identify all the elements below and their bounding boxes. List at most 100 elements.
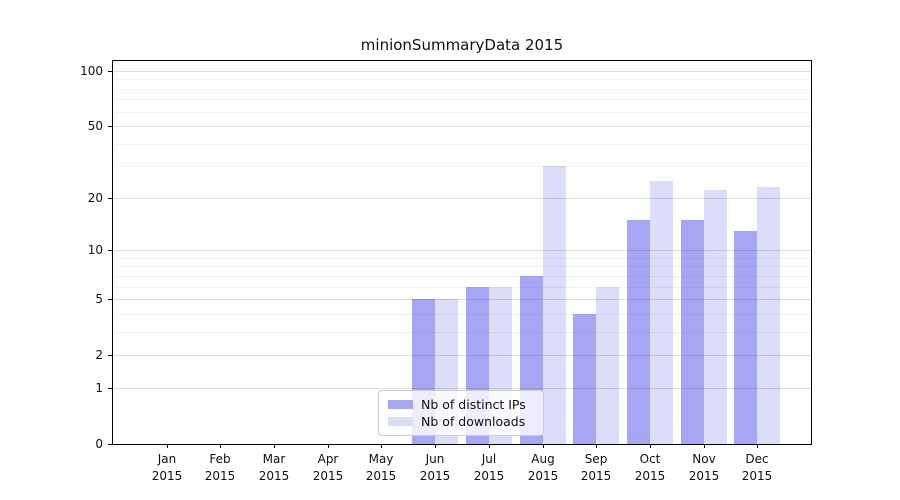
x-tick-year: 2015 xyxy=(580,469,612,483)
y-tick-label-1: 1 xyxy=(95,381,103,395)
chart-title: minionSummaryData 2015 xyxy=(360,36,564,54)
bar-aug-series1 xyxy=(542,166,566,444)
x-tick-year: 2015 xyxy=(151,469,183,483)
x-tick-label-mar: Mar 2015 xyxy=(242,451,306,485)
gridline-major-5 xyxy=(113,299,811,301)
x-tick-month: Nov xyxy=(692,452,716,466)
gridline-major-20 xyxy=(113,197,811,199)
gridline-minor-30 xyxy=(113,166,811,168)
gridline-major-50 xyxy=(113,126,811,127)
y-tick-label-5: 5 xyxy=(95,292,103,306)
gridline-minor-70 xyxy=(113,99,811,101)
bar-nov-series0 xyxy=(680,219,704,444)
x-tick-month: Jun xyxy=(425,452,445,466)
x-tick-label-sep: Sep 2015 xyxy=(564,451,628,485)
x-tick-year: 2015 xyxy=(527,469,559,483)
y-tick-label-50: 50 xyxy=(87,119,103,133)
gridlines-layer xyxy=(113,61,811,444)
x-tick-mark-nov xyxy=(704,444,705,448)
legend-label-series1: Nb of downloads xyxy=(421,414,526,430)
y-tick-mark-20 xyxy=(108,198,112,199)
x-tick-month: Apr xyxy=(317,452,339,466)
bar-sep-series1 xyxy=(596,286,620,444)
legend-item-series0: Nb of distinct IPs xyxy=(388,397,534,412)
x-tick-mark-oct xyxy=(650,444,651,448)
x-tick-label-dec: Dec 2015 xyxy=(725,451,789,485)
bar-oct-series1 xyxy=(649,180,673,444)
gridline-minor-4 xyxy=(113,313,811,315)
y-tick-mark-10 xyxy=(108,250,112,251)
bar-dec-series1 xyxy=(757,187,781,444)
y-tick-label-20: 20 xyxy=(87,191,103,205)
x-tick-mark-jun xyxy=(435,444,436,448)
y-tick-mark-5 xyxy=(108,299,112,300)
gridline-minor-9 xyxy=(113,257,811,259)
gridline-minor-3 xyxy=(113,331,811,333)
x-tick-mark-mar xyxy=(274,444,275,448)
gridline-major-2 xyxy=(113,355,811,357)
x-tick-month: Oct xyxy=(639,452,661,466)
bar-dec-series0 xyxy=(734,230,758,444)
gridline-major-10 xyxy=(113,250,811,252)
x-tick-mark-may xyxy=(381,444,382,448)
x-tick-mark-sep xyxy=(596,444,597,448)
x-tick-year: 2015 xyxy=(741,469,773,483)
gridline-major-1 xyxy=(113,387,811,389)
y-tick-mark-50 xyxy=(108,126,112,127)
x-tick-label-jun: Jun 2015 xyxy=(403,451,467,485)
x-tick-year: 2015 xyxy=(419,469,451,483)
y-tick-label-100: 100 xyxy=(80,64,103,78)
gridline-minor-90 xyxy=(113,79,811,81)
x-tick-label-aug: Aug 2015 xyxy=(511,451,575,485)
x-tick-mark-jan xyxy=(167,444,168,448)
legend-item-series1: Nb of downloads xyxy=(388,414,534,429)
x-tick-label-may: May 2015 xyxy=(349,451,413,485)
y-tick-label-2: 2 xyxy=(95,348,103,362)
x-tick-year: 2015 xyxy=(312,469,344,483)
x-tick-mark-jul xyxy=(489,444,490,448)
x-tick-month: Jul xyxy=(481,452,497,466)
x-tick-month: Sep xyxy=(584,452,608,466)
y-tick-mark-2 xyxy=(108,355,112,356)
x-tick-month: May xyxy=(368,452,394,466)
x-tick-year: 2015 xyxy=(634,469,666,483)
gridline-minor-60 xyxy=(113,111,811,113)
x-tick-year: 2015 xyxy=(204,469,236,483)
x-tick-month: Dec xyxy=(745,452,769,466)
gridline-minor-7 xyxy=(113,275,811,277)
x-tick-label-nov: Nov 2015 xyxy=(672,451,736,485)
x-tick-year: 2015 xyxy=(365,469,397,483)
bar-oct-series0 xyxy=(626,219,650,444)
x-tick-year: 2015 xyxy=(258,469,290,483)
x-tick-label-oct: Oct 2015 xyxy=(618,451,682,485)
x-tick-mark-aug xyxy=(543,444,544,448)
legend-swatch-series0 xyxy=(388,399,413,409)
plot-area: Nb of distinct IPs Nb of downloads xyxy=(112,60,812,445)
bar-sep-series0 xyxy=(573,313,597,444)
x-tick-mark-feb xyxy=(220,444,221,448)
y-tick-mark-100 xyxy=(108,71,112,72)
x-tick-month: Feb xyxy=(209,452,231,466)
legend-label-series0: Nb of distinct IPs xyxy=(421,396,526,412)
y-tick-label-10: 10 xyxy=(87,243,103,257)
gridline-minor-40 xyxy=(113,143,811,145)
x-tick-year: 2015 xyxy=(473,469,505,483)
gridline-minor-80 xyxy=(113,88,811,90)
x-tick-month: Aug xyxy=(531,452,555,466)
legend: Nb of distinct IPs Nb of downloads xyxy=(378,390,544,436)
y-tick-label-0: 0 xyxy=(95,437,103,451)
gridline-major-100 xyxy=(113,70,811,72)
x-tick-mark-dec xyxy=(757,444,758,448)
x-tick-month: Jan xyxy=(157,452,177,466)
bar-nov-series1 xyxy=(703,190,727,444)
x-tick-month: Mar xyxy=(262,452,286,466)
gridline-minor-8 xyxy=(113,266,811,268)
gridline-minor-6 xyxy=(113,286,811,288)
y-tick-mark-1 xyxy=(108,388,112,389)
x-tick-year: 2015 xyxy=(688,469,720,483)
x-tick-label-jul: Jul 2015 xyxy=(457,451,521,485)
x-tick-mark-apr xyxy=(328,444,329,448)
legend-swatch-series1 xyxy=(388,417,413,427)
x-tick-label-feb: Feb 2015 xyxy=(188,451,252,485)
